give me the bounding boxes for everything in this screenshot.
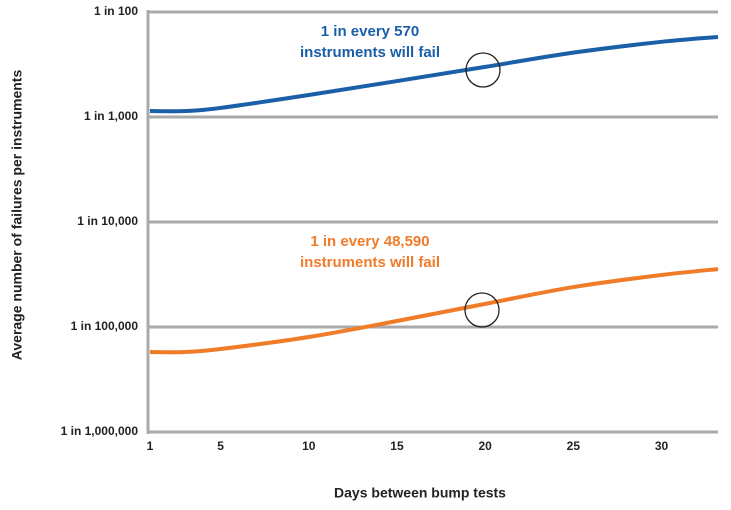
line-series [149, 35, 719, 114]
series-annotation: 1 in every 570 instruments will fail [300, 23, 440, 61]
x-axis-label: Days between bump tests [334, 485, 506, 501]
y-tick-label: 1 in 100,000 [71, 319, 139, 333]
x-tick-label: 5 [217, 439, 224, 453]
x-tick-label: 10 [302, 439, 316, 453]
x-tick-label: 15 [390, 439, 404, 453]
x-tick-label: 30 [655, 439, 669, 453]
highlight-circle [464, 292, 500, 328]
y-tick-label: 1 in 1,000 [84, 109, 138, 123]
y-axis-label: Average number of failures per instrumen… [9, 70, 25, 361]
highlight-circle [465, 52, 501, 88]
annotation-line: 1 in every 48,590 [310, 233, 429, 250]
x-tick-label: 1 [147, 439, 154, 453]
x-tick-label: 25 [567, 439, 581, 453]
y-tick-label: 1 in 1,000,000 [61, 424, 139, 438]
y-tick-label: 1 in 100 [94, 4, 138, 18]
annotation-line: instruments will fail [300, 44, 440, 61]
y-tick-label: 1 in 10,000 [77, 214, 138, 228]
line-series [149, 267, 719, 355]
annotation-line: 1 in every 570 [321, 23, 419, 40]
series-annotation: 1 in every 48,590 instruments will fail [300, 233, 440, 271]
x-tick-label: 20 [478, 439, 492, 453]
annotation-line: instruments will fail [300, 254, 440, 271]
